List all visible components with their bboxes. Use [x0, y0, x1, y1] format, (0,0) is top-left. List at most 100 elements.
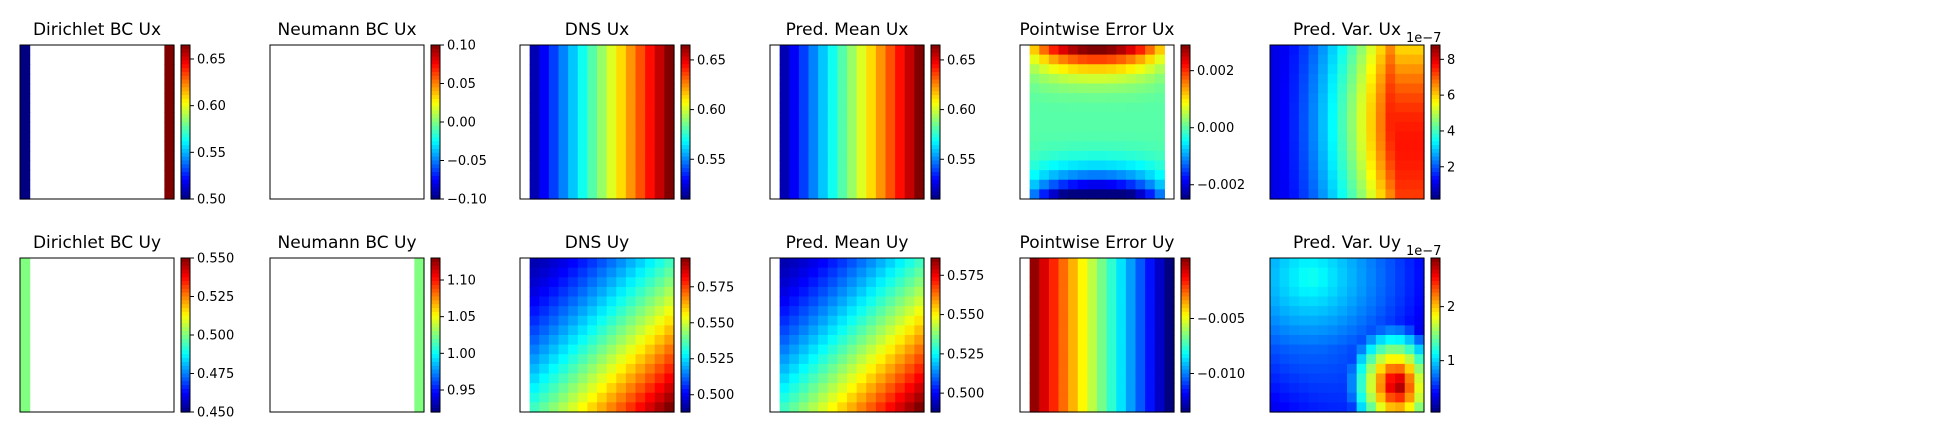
heatmap-cell — [548, 141, 560, 152]
heatmap-cell — [548, 344, 560, 355]
colorbar-tick-label: −0.10 — [447, 193, 487, 208]
heatmap-cell — [789, 45, 800, 56]
heatmap-cell — [577, 277, 588, 288]
colorbar-segment — [681, 110, 690, 115]
heatmap-cell — [1135, 54, 1146, 65]
heatmap-cell — [616, 363, 627, 375]
heatmap-cell — [606, 267, 617, 278]
heatmap-cell — [568, 335, 579, 346]
heatmap-cell — [866, 189, 877, 200]
colorbar-segment — [1181, 152, 1190, 158]
heatmap-cell — [808, 383, 819, 394]
heatmap-cell — [1337, 306, 1348, 317]
heatmap-cell — [606, 122, 617, 133]
heatmap-cell — [1097, 83, 1108, 94]
heatmap-cell — [1068, 277, 1079, 288]
colorbar-segment — [681, 160, 690, 165]
heatmap-cell — [625, 277, 637, 288]
heatmap-cell — [164, 73, 175, 85]
heatmap-cell — [625, 258, 637, 269]
colorbar-segment — [1181, 358, 1190, 363]
heatmap-cell — [847, 189, 858, 200]
heatmap-cell — [875, 189, 887, 200]
heatmap-cell — [1366, 325, 1377, 336]
colorbar-segment — [931, 358, 940, 363]
colorbar-segment — [181, 145, 190, 150]
heatmap-cell — [597, 286, 608, 298]
colorbar-tick-label: 0.65 — [697, 53, 726, 68]
heatmap-cell — [587, 141, 598, 152]
heatmap-cell — [1048, 131, 1060, 142]
heatmap-cell — [856, 296, 867, 307]
heatmap-frame — [269, 257, 425, 413]
heatmap-cell — [1318, 383, 1329, 394]
heatmap-cell — [558, 392, 569, 403]
heatmap-cell — [1318, 306, 1329, 317]
heatmap-cell — [1375, 170, 1387, 181]
heatmap-cell — [558, 73, 569, 85]
heatmap-cell — [1395, 286, 1406, 298]
heatmap-cell — [1087, 73, 1098, 85]
heatmap-cell — [1116, 392, 1127, 403]
heatmap-cell — [1308, 325, 1319, 336]
heatmap-cell — [1077, 73, 1088, 85]
heatmap-cell — [414, 306, 425, 317]
heatmap-cell — [1327, 131, 1338, 142]
heatmap-cell — [1029, 54, 1040, 65]
colorbar-segment — [181, 48, 190, 54]
heatmap-cell — [577, 112, 588, 123]
heatmap-cell — [818, 102, 829, 113]
colorbar-segment — [431, 191, 440, 196]
heatmap-cell — [587, 122, 598, 133]
heatmap-cell — [1048, 122, 1060, 133]
colorbar-segment — [431, 408, 440, 413]
heatmap-cell — [1145, 344, 1156, 355]
colorbar-frame — [430, 257, 441, 413]
heatmap-cell — [645, 122, 656, 133]
heatmap-cell — [548, 354, 560, 365]
colorbar-segment — [431, 304, 440, 309]
heatmap-cell — [568, 267, 579, 278]
colorbar-segment — [1181, 308, 1190, 313]
heatmap-cell — [1385, 344, 1396, 355]
heatmap-cell — [568, 102, 579, 113]
colorbar-tick-label: 0.450 — [197, 406, 234, 421]
heatmap-cell — [1366, 73, 1377, 85]
heatmap-cell — [1375, 354, 1387, 365]
heatmap-cell — [1068, 141, 1079, 152]
colorbar-tick-label: 0.525 — [947, 347, 984, 362]
heatmap-cell — [885, 93, 896, 104]
heatmap-cell — [827, 102, 838, 113]
heatmap-cell — [1298, 315, 1310, 326]
heatmap-cell — [914, 179, 925, 190]
heatmap-cell — [866, 363, 877, 375]
heatmap-cell — [597, 122, 608, 133]
heatmap-cell — [606, 73, 617, 85]
heatmap-cell — [1347, 277, 1358, 288]
heatmap-cell — [1029, 160, 1040, 171]
heatmap-cell — [779, 122, 790, 133]
heatmap-cell — [837, 112, 848, 123]
heatmap-cell — [1135, 83, 1146, 94]
heatmap-cell — [856, 112, 867, 123]
heatmap-cell — [1068, 335, 1079, 346]
heatmap-cell — [1097, 373, 1108, 384]
colorbar-segment — [181, 137, 190, 142]
heatmap-cell — [164, 150, 175, 162]
heatmap-cell — [1164, 402, 1175, 413]
colorbar-segment — [431, 277, 440, 282]
heatmap-cell — [1154, 189, 1165, 200]
heatmap-cell — [1154, 267, 1165, 278]
heatmap-cell — [1404, 189, 1415, 200]
colorbar-segment — [181, 129, 190, 135]
heatmap-cell — [1270, 122, 1281, 133]
heatmap-cell — [1039, 189, 1050, 200]
heatmap-cell — [818, 179, 829, 190]
heatmap-cell — [1395, 150, 1406, 162]
heatmap-cell — [548, 286, 560, 298]
colorbar-segment — [1181, 156, 1190, 162]
heatmap-cell — [645, 383, 656, 394]
heatmap-cell — [1385, 54, 1396, 65]
heatmap-cell — [885, 141, 896, 152]
